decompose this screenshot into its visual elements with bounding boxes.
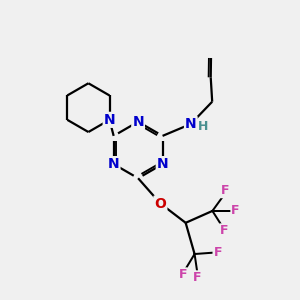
Text: N: N	[132, 115, 144, 129]
Text: F: F	[214, 246, 222, 259]
Text: H: H	[198, 121, 208, 134]
Text: N: N	[157, 157, 168, 171]
Text: N: N	[185, 117, 196, 131]
Text: F: F	[193, 271, 202, 284]
Text: N: N	[108, 157, 119, 171]
Text: O: O	[154, 196, 166, 211]
Text: F: F	[178, 268, 187, 281]
Text: F: F	[220, 224, 229, 237]
Text: N: N	[104, 113, 115, 127]
Text: F: F	[231, 204, 240, 218]
Text: F: F	[220, 184, 229, 197]
